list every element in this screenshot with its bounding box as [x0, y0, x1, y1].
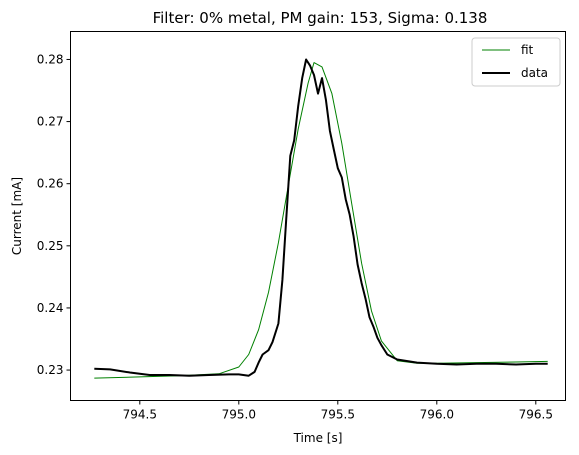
y-axis-label: Current [mA] — [10, 177, 24, 255]
y-tick-label: 0.28 — [37, 52, 64, 66]
x-tick-label: 795.5 — [321, 408, 355, 422]
x-tick-label: 794.5 — [123, 408, 157, 422]
y-tick-label: 0.25 — [37, 239, 64, 253]
y-tick-label: 0.26 — [37, 177, 64, 191]
y-tick-label: 0.24 — [37, 301, 64, 315]
y-tick-label: 0.23 — [37, 363, 64, 377]
x-axis-label: Time [s] — [293, 431, 343, 445]
legend: fit data — [471, 37, 561, 87]
y-tick-label: 0.27 — [37, 115, 64, 129]
axes-frame — [70, 31, 566, 401]
series-line-data — [94, 58, 548, 377]
y-axis: 0.23 0.24 0.25 0.26 0.27 0.28 — [37, 52, 71, 377]
x-tick-label: 796.5 — [519, 408, 553, 422]
plot-area — [94, 58, 548, 379]
x-axis: 794.5 795.0 795.5 796.0 796.5 — [123, 400, 553, 422]
chart-title: Filter: 0% metal, PM gain: 153, Sigma: 0… — [153, 9, 488, 27]
x-tick-label: 796.0 — [420, 408, 454, 422]
legend-label-data: data — [521, 66, 548, 80]
legend-label-fit: fit — [521, 43, 534, 57]
x-tick-label: 795.0 — [222, 408, 256, 422]
series-line-fit — [94, 62, 548, 379]
